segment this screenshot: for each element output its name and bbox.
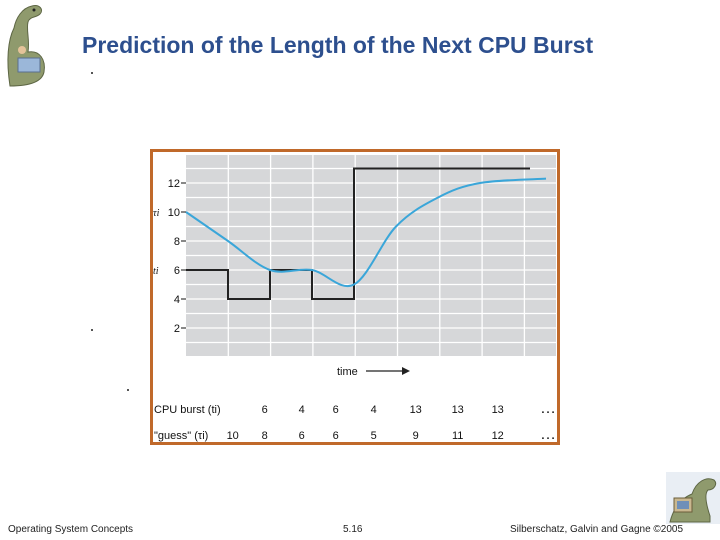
series-guess-curve xyxy=(185,177,547,288)
y-marker-label: ti xyxy=(153,266,159,277)
y-tick-label: 2 xyxy=(174,323,180,335)
chart-figure: 12 10 8 6 4 2 τi ti time CPU burst (ti) 6 4 6 4 13 1… xyxy=(150,149,560,445)
table-cell: 12 xyxy=(492,430,504,442)
table-ellipsis: … xyxy=(540,426,556,443)
table-cell: 4 xyxy=(299,404,305,416)
table-cell: 11 xyxy=(452,430,463,442)
bullet-dot xyxy=(91,72,93,74)
dinosaur-logo-icon xyxy=(7,5,45,87)
table-cell: 13 xyxy=(452,404,464,416)
y-marker-label: τi xyxy=(153,208,160,219)
bullet-dot xyxy=(127,389,129,391)
y-tick-label: 10 xyxy=(168,207,180,219)
footer-course: Operating System Concepts xyxy=(8,524,134,535)
bullet-dot xyxy=(91,329,93,331)
footer-page-number: 5.16 xyxy=(343,524,363,535)
y-tick-label: 12 xyxy=(168,178,180,190)
table-cell: 8 xyxy=(262,430,268,442)
time-arrow xyxy=(366,367,410,375)
table-row-label: "guess" (τi) xyxy=(154,430,208,442)
table-ellipsis: … xyxy=(540,400,556,417)
chart-svg: 12 10 8 6 4 2 τi ti time CPU burst (ti) 6 4 6 4 13 1… xyxy=(150,149,560,445)
table-cell: 6 xyxy=(333,404,339,416)
table-cell: 6 xyxy=(299,430,305,442)
table-cell: 9 xyxy=(413,430,419,442)
table-row-label: CPU burst (ti) xyxy=(154,404,221,416)
data-table: CPU burst (ti) 6 4 6 4 13 13 13 … "guess" (τi) 10 8… xyxy=(154,400,556,443)
series-cpu-burst-step xyxy=(186,167,530,300)
x-axis-label: time xyxy=(337,366,358,378)
y-marker-labels: τi ti xyxy=(153,208,160,277)
table-cell: 4 xyxy=(371,404,377,416)
footer-authors: Silberschatz, Galvin and Gagne ©2005 xyxy=(510,524,684,535)
slide-title: Prediction of the Length of the Next CPU… xyxy=(82,32,594,58)
table-cell: 13 xyxy=(492,404,504,416)
grid xyxy=(186,155,556,356)
table-cell: 6 xyxy=(262,404,268,416)
table-cell: 6 xyxy=(333,430,339,442)
dinosaur-computer-logo-icon xyxy=(666,472,720,524)
table-cell: 10 xyxy=(227,430,239,442)
y-tick-label: 8 xyxy=(174,236,180,248)
table-cell: 13 xyxy=(410,404,422,416)
y-tick-labels: 12 10 8 6 4 2 xyxy=(168,178,186,335)
y-tick-label: 6 xyxy=(174,265,180,277)
y-tick-label: 4 xyxy=(174,294,180,306)
table-cell: 5 xyxy=(371,430,377,442)
